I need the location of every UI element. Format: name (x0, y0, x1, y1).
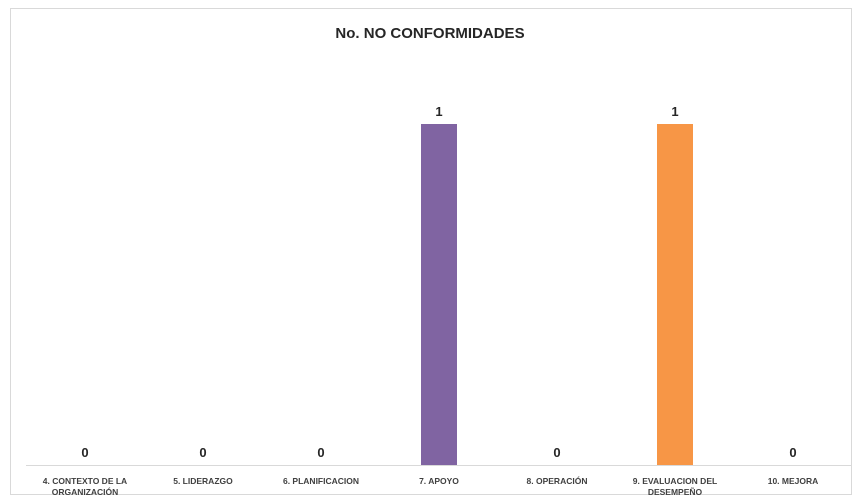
x-tick-label-line: 7. APOYO (419, 476, 459, 486)
chart-title: No. NO CONFORMIDADES (335, 25, 524, 42)
x-tick-labels-group: 4. CONTEXTO DE LA ORGANIZACIÓN 5. LIDERAZG… (43, 475, 818, 497)
data-label-2: 0 (199, 445, 206, 460)
x-tick-label-1: 4. CONTEXTO DE LA ORGANIZACIÓN (43, 476, 127, 497)
bar-4 (421, 124, 457, 465)
data-labels-group: 0 0 0 1 0 1 0 (81, 104, 796, 460)
x-tick-label-6: 9. EVALUACION DEL DESEMPEÑO (633, 476, 717, 497)
data-label-4: 1 (435, 104, 442, 119)
x-tick-label-5: 8. OPERACIÓN (527, 475, 588, 486)
x-tick-label-line: 9. EVALUACION DEL (633, 476, 717, 486)
data-label-7: 0 (789, 445, 796, 460)
x-tick-label-line: 8. OPERACIÓN (527, 475, 588, 486)
bar-6 (657, 124, 693, 465)
x-tick-label-line: 5. LIDERAZGO (173, 476, 233, 486)
data-label-6: 1 (671, 104, 678, 119)
x-tick-label-line: 4. CONTEXTO DE LA (43, 476, 127, 486)
bars-group (421, 124, 693, 465)
x-tick-label-line: 10. MEJORA (768, 476, 819, 486)
x-tick-label-line: DESEMPEÑO (648, 487, 703, 497)
x-tick-label-3: 6. PLANIFICACION (283, 476, 359, 486)
x-tick-label-2: 5. LIDERAZGO (173, 476, 233, 486)
x-tick-label-line: 6. PLANIFICACION (283, 476, 359, 486)
data-label-3: 0 (317, 445, 324, 460)
x-tick-label-line: ORGANIZACIÓN (52, 486, 119, 497)
data-label-5: 0 (553, 445, 560, 460)
x-tick-label-7: 10. MEJORA (768, 476, 819, 486)
data-label-1: 0 (81, 445, 88, 460)
x-tick-label-4: 7. APOYO (419, 476, 459, 486)
